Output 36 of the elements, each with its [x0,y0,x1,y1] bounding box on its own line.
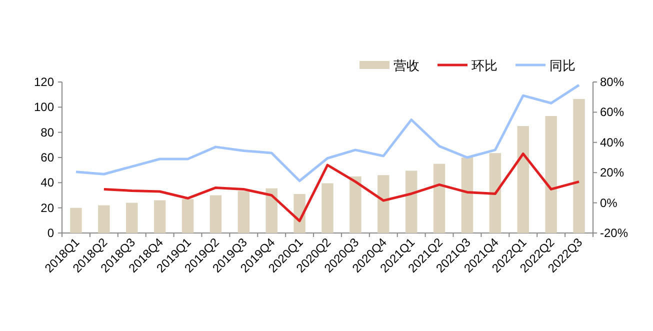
bar [210,195,222,233]
bar [182,199,194,233]
y-tick-label: 0 [47,226,54,240]
bar [378,175,390,233]
y-tick-label: 100 [34,100,54,114]
bar [405,170,418,233]
bar [238,190,250,233]
legend-label: 环比 [472,58,498,73]
bar [266,188,278,233]
bar [126,202,138,233]
y2-tick-label: 20% [600,166,624,180]
y-tick-label: 40 [40,176,54,190]
bar [517,126,529,233]
bar [154,200,166,233]
bar [545,116,557,233]
bar [433,164,446,233]
bar [350,176,362,233]
y-tick-label: 120 [34,75,54,89]
y2-tick-label: 80% [600,75,624,89]
bar [322,183,334,233]
y2-tick-label: 40% [600,135,624,150]
bar [98,205,110,233]
y-tick-label: 60 [40,150,54,164]
y-tick-label: 20 [40,200,54,215]
bar [573,98,585,233]
legend-label: 营收 [394,58,420,73]
legend-label: 同比 [550,58,576,73]
y2-tick-label: 60% [600,105,624,120]
y2-tick-label: -20% [600,226,628,240]
y2-tick-label: 0% [600,196,618,210]
bar [70,208,82,233]
line-series [102,152,580,222]
y-tick-label: 80 [40,125,54,140]
line-series [74,84,580,182]
bar [489,153,502,233]
bar [461,158,474,233]
